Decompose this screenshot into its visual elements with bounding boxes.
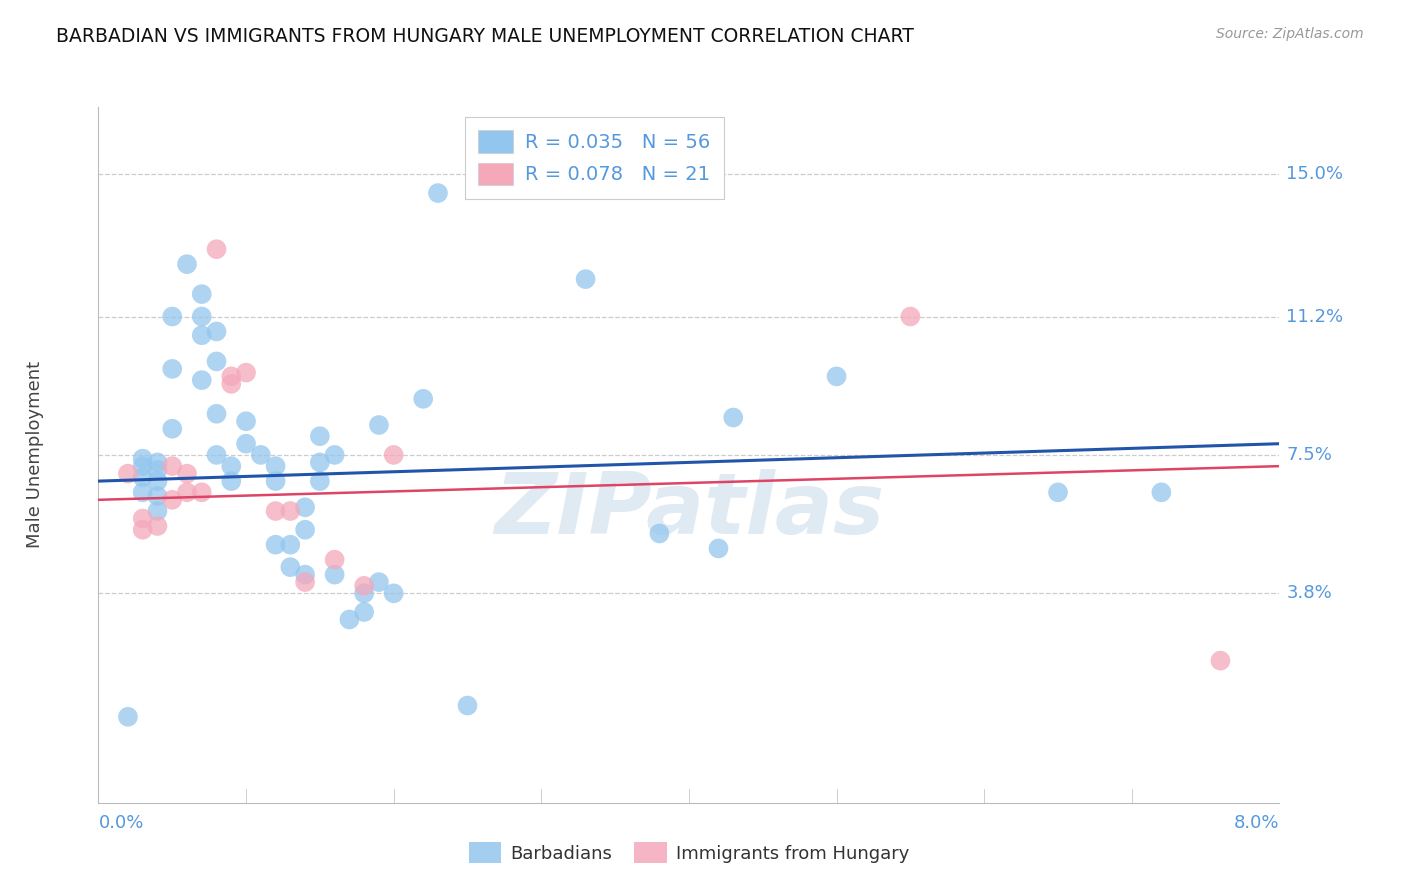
- Point: [353, 605, 375, 619]
- Point: [146, 519, 169, 533]
- Point: [426, 186, 449, 200]
- Point: [132, 451, 155, 466]
- Point: [162, 492, 183, 507]
- Text: 0.0%: 0.0%: [98, 814, 143, 832]
- Point: [264, 474, 287, 488]
- Point: [191, 485, 214, 500]
- Point: [191, 373, 214, 387]
- Point: [382, 586, 405, 600]
- Point: [162, 422, 183, 436]
- Point: [323, 448, 346, 462]
- Point: [412, 392, 434, 406]
- Point: [146, 455, 169, 469]
- Point: [574, 272, 596, 286]
- Text: 11.2%: 11.2%: [1286, 308, 1344, 326]
- Point: [176, 485, 198, 500]
- Point: [353, 579, 375, 593]
- Point: [648, 526, 671, 541]
- Point: [191, 310, 214, 324]
- Point: [707, 541, 730, 556]
- Point: [219, 474, 242, 488]
- Point: [825, 369, 848, 384]
- Point: [308, 474, 332, 488]
- Point: [278, 538, 301, 552]
- Point: [146, 504, 169, 518]
- Point: [132, 470, 155, 484]
- Point: [235, 366, 257, 380]
- Point: [235, 414, 257, 428]
- Point: [205, 325, 228, 339]
- Point: [219, 459, 242, 474]
- Point: [176, 467, 198, 481]
- Point: [264, 459, 287, 474]
- Point: [250, 448, 273, 462]
- Point: [1150, 485, 1173, 500]
- Point: [337, 613, 360, 627]
- Point: [162, 459, 183, 474]
- Point: [117, 467, 139, 481]
- Point: [132, 485, 155, 500]
- Point: [205, 242, 228, 256]
- Point: [132, 523, 155, 537]
- Point: [353, 586, 375, 600]
- Point: [162, 310, 183, 324]
- Point: [278, 504, 301, 518]
- Point: [456, 698, 478, 713]
- Text: 3.8%: 3.8%: [1286, 584, 1333, 602]
- Point: [294, 567, 316, 582]
- Point: [323, 567, 346, 582]
- Text: Male Unemployment: Male Unemployment: [27, 361, 44, 549]
- Point: [146, 463, 169, 477]
- Point: [176, 257, 198, 271]
- Point: [191, 287, 214, 301]
- Point: [191, 328, 214, 343]
- Point: [294, 523, 316, 537]
- Point: [205, 448, 228, 462]
- Point: [219, 369, 242, 384]
- Point: [308, 429, 332, 443]
- Point: [294, 575, 316, 590]
- Point: [219, 376, 242, 391]
- Text: 7.5%: 7.5%: [1286, 446, 1333, 464]
- Point: [146, 474, 169, 488]
- Point: [1046, 485, 1069, 500]
- Point: [132, 511, 155, 525]
- Point: [382, 448, 405, 462]
- Point: [162, 362, 183, 376]
- Point: [721, 410, 744, 425]
- Point: [205, 407, 228, 421]
- Point: [1209, 654, 1232, 668]
- Point: [146, 489, 169, 503]
- Point: [235, 436, 257, 450]
- Text: ZIPatlas: ZIPatlas: [494, 469, 884, 552]
- Point: [367, 575, 389, 590]
- Point: [367, 417, 389, 432]
- Point: [323, 552, 346, 566]
- Text: Source: ZipAtlas.com: Source: ZipAtlas.com: [1216, 27, 1364, 41]
- Point: [264, 504, 287, 518]
- Point: [117, 710, 139, 724]
- Point: [294, 500, 316, 515]
- Point: [264, 538, 287, 552]
- Text: BARBADIAN VS IMMIGRANTS FROM HUNGARY MALE UNEMPLOYMENT CORRELATION CHART: BARBADIAN VS IMMIGRANTS FROM HUNGARY MAL…: [56, 27, 914, 45]
- Point: [205, 354, 228, 368]
- Text: 8.0%: 8.0%: [1234, 814, 1279, 832]
- Point: [132, 459, 155, 474]
- Point: [898, 310, 921, 324]
- Point: [308, 455, 332, 469]
- Legend: Barbadians, Immigrants from Hungary: Barbadians, Immigrants from Hungary: [461, 835, 917, 871]
- Point: [278, 560, 301, 574]
- Text: 15.0%: 15.0%: [1286, 165, 1344, 184]
